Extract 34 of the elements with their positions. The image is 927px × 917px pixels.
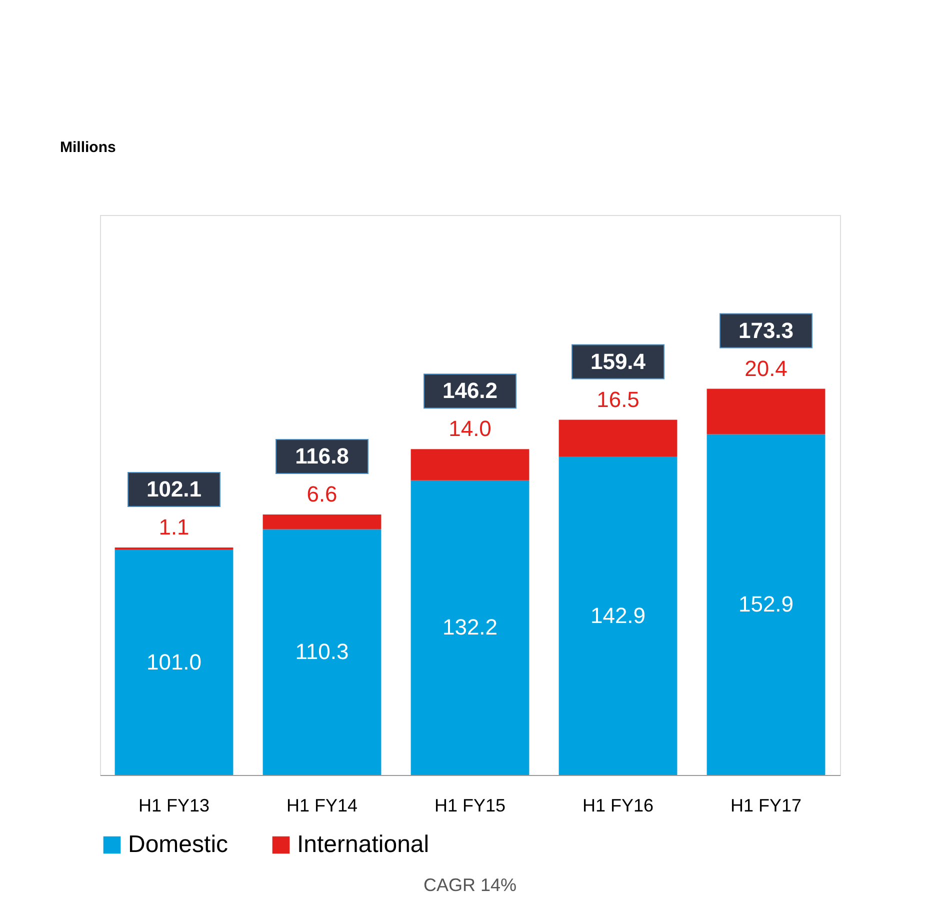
x-tick-label: H1 FY16 [582, 796, 654, 816]
total-label: 116.8 [295, 443, 349, 468]
data-label: 20.4 [744, 356, 788, 381]
x-tick-label: H1 FY14 [286, 796, 358, 816]
data-label: 1.1 [158, 514, 190, 540]
bar [558, 456, 678, 775]
total-label: 146.2 [442, 378, 498, 404]
total-label: 102.1 [146, 476, 202, 502]
data-label: 152.9 [738, 592, 794, 617]
data-label: 16.5 [596, 386, 640, 412]
total-label: 173.3 [738, 318, 794, 343]
legend-label: International [297, 831, 430, 858]
data-label: 14.0 [448, 416, 492, 442]
x-tick-label: H1 FY17 [730, 796, 802, 816]
bar [262, 514, 382, 530]
data-label: 110.3 [295, 639, 349, 664]
data-label: 101.0 [146, 649, 202, 674]
bar [410, 449, 530, 480]
bar [114, 550, 234, 775]
text: CAGR 14% [423, 875, 517, 895]
bar [558, 420, 678, 457]
bar [114, 547, 234, 550]
data-label: 132.2 [442, 614, 498, 640]
x-tick-label: H1 FY13 [138, 796, 210, 816]
legend-label: Domestic [128, 831, 228, 858]
bar [262, 529, 382, 775]
bar [706, 388, 826, 434]
text: Millions [60, 139, 116, 156]
x-tick-label: H1 FY15 [434, 796, 506, 816]
total-label: 159.4 [590, 348, 646, 374]
bar [410, 480, 530, 775]
data-label: 6.6 [306, 481, 338, 506]
data-label: 142.9 [590, 602, 646, 628]
bar [706, 434, 826, 775]
